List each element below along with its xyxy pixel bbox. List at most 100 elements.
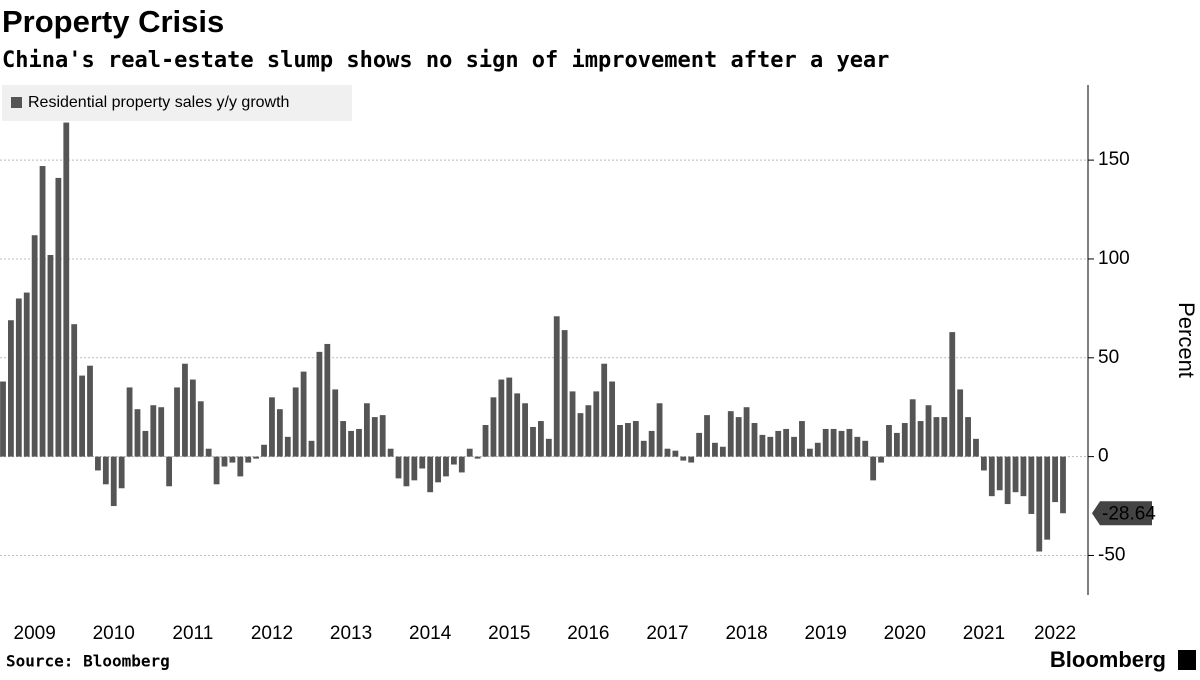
bar xyxy=(957,389,964,457)
bar xyxy=(95,456,101,471)
bar xyxy=(973,438,979,457)
bar xyxy=(1028,456,1035,514)
bar xyxy=(102,456,109,485)
bar xyxy=(427,456,434,493)
bar xyxy=(340,421,347,457)
y-tick-label: 100 xyxy=(1098,248,1130,269)
bar xyxy=(806,448,813,457)
brand-icon xyxy=(1178,650,1196,670)
bar xyxy=(213,456,220,485)
bar xyxy=(719,446,726,457)
bar xyxy=(395,456,402,479)
x-tick-label: 2019 xyxy=(805,623,847,644)
bar xyxy=(269,397,275,457)
bar xyxy=(300,371,307,457)
bar xyxy=(221,456,228,467)
bar xyxy=(680,456,687,461)
bar xyxy=(316,351,323,457)
bar xyxy=(39,166,46,457)
value-label: -28.64 xyxy=(1102,503,1156,524)
bar xyxy=(688,456,695,463)
legend-label: Residential property sales y/y growth xyxy=(28,94,289,111)
bar xyxy=(941,417,948,457)
bar xyxy=(822,428,829,457)
bar xyxy=(419,456,426,469)
x-tick-label: 2017 xyxy=(646,623,688,644)
x-tick-label: 2014 xyxy=(409,623,452,644)
bar xyxy=(751,423,758,457)
bar xyxy=(759,434,766,457)
y-tick-label: 150 xyxy=(1098,149,1130,170)
bar xyxy=(965,417,971,457)
bar xyxy=(150,405,157,457)
bar xyxy=(767,436,774,457)
bar xyxy=(727,411,734,457)
bar xyxy=(189,379,196,457)
bar xyxy=(158,407,165,457)
bar xyxy=(87,365,93,457)
bar xyxy=(8,320,14,457)
bar xyxy=(166,456,173,487)
bar xyxy=(917,421,924,457)
bar xyxy=(846,428,853,457)
bar xyxy=(118,456,125,489)
bar xyxy=(609,381,616,457)
bar xyxy=(878,456,884,463)
bar xyxy=(1036,456,1043,552)
bar xyxy=(617,425,623,457)
y-tick-label: 0 xyxy=(1098,446,1109,467)
bar xyxy=(23,292,30,457)
bar xyxy=(197,401,204,457)
bar xyxy=(735,417,742,457)
bar xyxy=(443,456,449,477)
bar xyxy=(1060,456,1066,514)
value-label-box xyxy=(1092,501,1152,526)
bar xyxy=(538,421,544,457)
bar xyxy=(625,423,631,457)
x-tick-label: 2021 xyxy=(963,623,1005,644)
bar xyxy=(292,387,299,457)
bar xyxy=(253,456,260,459)
x-tick-label: 2009 xyxy=(14,623,56,644)
bar xyxy=(474,456,481,459)
bar xyxy=(545,438,552,457)
bar xyxy=(830,428,837,457)
bar xyxy=(569,391,576,457)
bar xyxy=(403,456,410,487)
bar xyxy=(1004,456,1011,505)
bar xyxy=(174,387,180,457)
legend-box xyxy=(2,85,352,121)
bar xyxy=(182,363,188,457)
x-tick-label: 2020 xyxy=(884,623,926,644)
x-tick-label: 2015 xyxy=(488,623,530,644)
bar xyxy=(909,399,916,457)
bar xyxy=(71,324,78,457)
bar xyxy=(411,456,418,481)
x-tick-label: 2018 xyxy=(725,623,767,644)
x-tick-label: 2012 xyxy=(251,623,293,644)
bar xyxy=(743,407,750,457)
x-tick-label: 2011 xyxy=(172,623,213,644)
bar xyxy=(870,456,877,481)
x-tick-label: 2010 xyxy=(93,623,135,644)
y-tick-label: -50 xyxy=(1098,544,1125,565)
brand: Bloomberg xyxy=(1050,647,1166,672)
bar xyxy=(799,421,805,457)
bar xyxy=(0,381,6,457)
bar xyxy=(585,405,592,457)
bar xyxy=(933,417,940,457)
bar xyxy=(506,377,513,457)
bar xyxy=(988,456,995,497)
bar xyxy=(553,316,560,457)
bar xyxy=(561,330,568,457)
bar xyxy=(838,430,845,457)
bar xyxy=(949,332,956,457)
bar xyxy=(490,397,497,457)
bar xyxy=(783,428,790,457)
bar xyxy=(704,415,710,457)
x-tick-label: 2013 xyxy=(330,623,372,644)
bar xyxy=(324,343,331,457)
bar xyxy=(47,255,54,457)
bar xyxy=(814,442,821,457)
bar xyxy=(664,448,671,457)
